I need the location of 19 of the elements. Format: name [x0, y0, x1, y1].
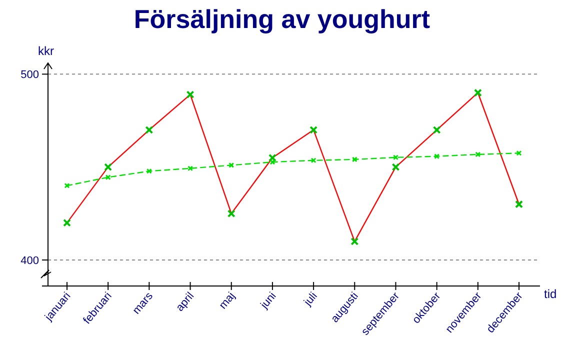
x-tick-label: maj [217, 290, 238, 312]
x-axis-title: tid [544, 287, 557, 301]
point [352, 156, 358, 162]
y-axis-title: kkr [38, 44, 54, 58]
chart-title: Försäljning av youghurt [134, 4, 430, 34]
point [392, 154, 398, 160]
point [475, 152, 481, 158]
y-tick-label: 400 [20, 254, 39, 267]
point [64, 182, 70, 188]
point [310, 158, 316, 164]
y-tick-label: 500 [20, 69, 39, 82]
point [105, 174, 111, 180]
point [188, 166, 194, 172]
point [434, 154, 440, 160]
x-tick-label: juli [301, 290, 320, 309]
point [146, 168, 152, 174]
point [270, 159, 276, 165]
point [516, 150, 522, 156]
point [228, 162, 234, 168]
